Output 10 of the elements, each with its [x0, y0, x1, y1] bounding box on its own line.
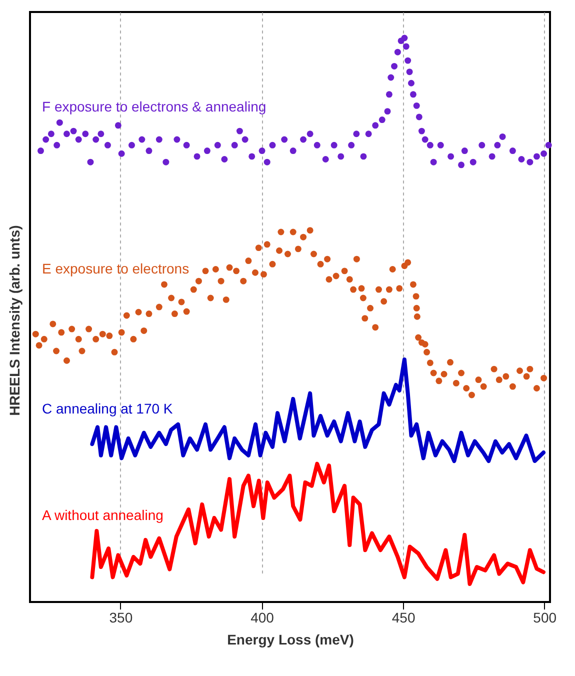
x-tick-label: 350	[109, 610, 133, 626]
x-axis-title: Energy Loss (meV)	[227, 632, 354, 648]
series-label: C annealing at 170 K	[42, 400, 174, 416]
series-label: F exposure to electrons & annealing	[42, 98, 266, 115]
series-label: A without annealing	[42, 506, 164, 523]
x-tick-label: 450	[392, 610, 416, 626]
x-tick-label: 500	[533, 610, 557, 626]
series-label: E exposure to electrons	[42, 260, 190, 276]
y-axis-title: HREELS Intensity (arb. unts)	[6, 225, 22, 416]
x-tick-label: 400	[250, 610, 274, 626]
